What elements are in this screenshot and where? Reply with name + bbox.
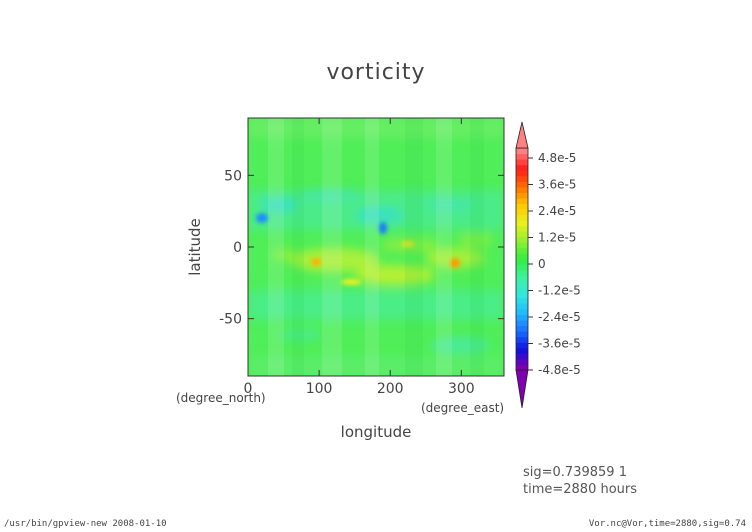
chart-title: vorticity [326,60,426,85]
colorbar-segment [516,347,528,354]
footer-left: /usr/bin/gpview-new 2008-01-10 [4,519,167,529]
y-axis-units: (degree_north) [176,391,266,405]
colorbar-segment [516,159,528,166]
colorbar-segment [516,236,528,243]
colorbar-segment [516,320,528,327]
colorbar-segment [516,275,528,282]
field-extrema [256,213,460,285]
y-tick-label: 0 [233,240,242,256]
colorbar-tick-label: -1.2e-5 [538,284,581,298]
colorbar-segment [516,336,528,343]
colorbar-top-arrow [515,121,529,149]
colorbar-segment [516,164,528,171]
colorbar-tick-label: -4.8e-5 [538,363,581,377]
time-label: time=2880 hours [523,482,638,497]
colorbar-segment [516,203,528,210]
y-tick-label: -50 [219,312,242,328]
colorbar-segment [516,225,528,232]
x-axis: 0 100 200 300 [244,118,475,397]
field-structures [248,118,504,376]
colorbar-tick-label: 0 [538,257,546,271]
colorbar-segment [516,270,528,277]
colorbar-segment [516,170,528,177]
colorbar-segment [516,214,528,221]
colorbar-segment [516,303,528,310]
colorbar-segment [516,175,528,182]
colorbar-segment [516,209,528,216]
colorbar-segment [516,297,528,304]
x-axis-units: (degree_east) [421,401,504,415]
y-axis-title: latitude [186,218,204,276]
colorbar-segment [516,181,528,188]
colorbar-segment [516,220,528,227]
colorbar-segment [516,292,528,299]
y-tick-label: 50 [224,168,242,184]
colorbar-segment [516,314,528,321]
colorbar-tick-label: -2.4e-5 [538,310,581,324]
colorbar-segment [516,342,528,349]
colorbar-segment [516,148,528,155]
colorbar-segment [516,186,528,193]
x-tick-label: 300 [448,381,475,397]
x-axis-title: longitude [341,423,412,441]
y-axis: 50 0 -50 [219,168,504,328]
colorbar-segment [516,231,528,238]
colorbar-tick-label: 2.4e-5 [538,204,576,218]
x-tick-label: 0 [244,381,253,397]
colorbar-segment [516,308,528,315]
sig-label: sig=0.739859 1 [523,465,627,480]
colorbar-segment [516,331,528,338]
colorbar-tick-label: 4.8e-5 [538,151,576,165]
colorbar-segment [516,192,528,199]
colorbar-segment [516,153,528,160]
colorbar-bottom-arrow [515,369,529,409]
x-tick-label: 100 [306,381,333,397]
colorbar-segment [516,353,528,360]
colorbar-segment [516,259,528,266]
colorbar-segment [516,242,528,249]
x-tick-label: 200 [377,381,404,397]
colorbar: 4.8e-5 3.6e-5 2.4e-5 1.2e-5 0 -1.2e-5 -2.4e-5 -… [515,121,581,409]
colorbar-segment [516,325,528,332]
colorbar-tick-label: 1.2e-5 [538,231,576,245]
colorbar-segment [516,281,528,288]
colorbar-tick-label: -3.6e-5 [538,337,581,351]
colorbar-segment [516,364,528,371]
colorbar-segment [516,358,528,365]
heatmap-field [248,118,504,376]
field-stripes [268,118,484,376]
colorbar-segment [516,253,528,260]
footer-right: Vor.nc@Vor,time=2880,sig=0.74 [588,519,746,529]
colorbar-segment [516,197,528,204]
colorbar-segment [516,264,528,271]
colorbar-tick-label: 3.6e-5 [538,178,576,192]
colorbar-segment [516,247,528,254]
colorbar-segment [516,286,528,293]
